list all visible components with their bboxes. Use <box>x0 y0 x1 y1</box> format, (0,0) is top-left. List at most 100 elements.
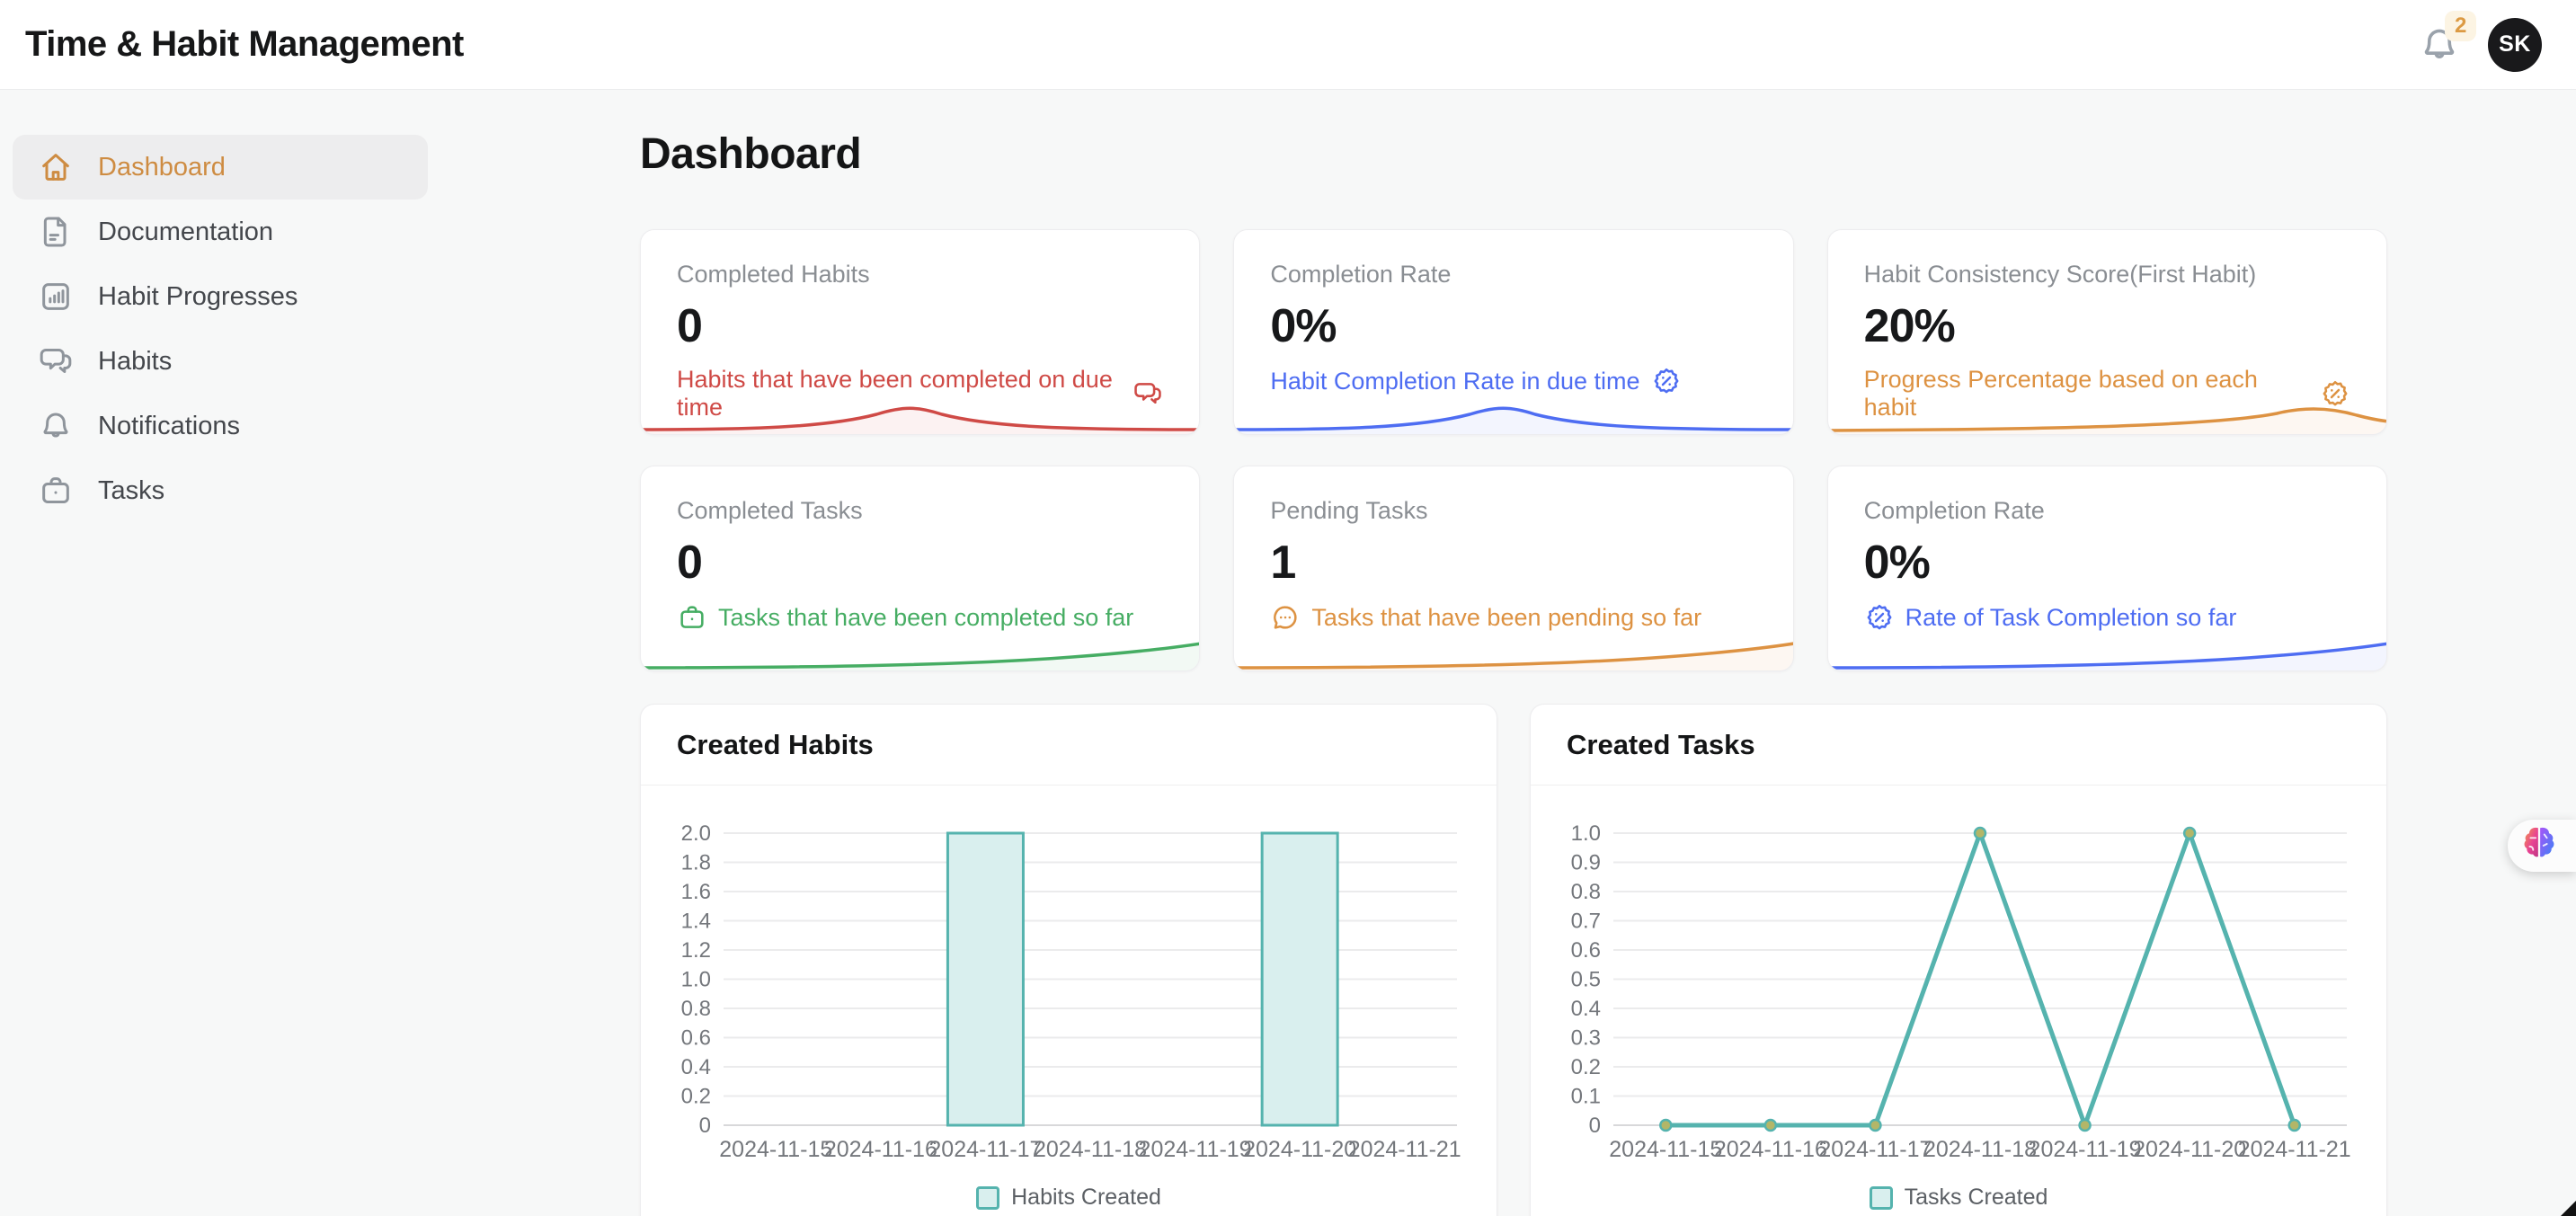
legend-label: Tasks Created <box>1904 1185 2048 1210</box>
stat-card-label: Pending Tasks <box>1270 497 1428 524</box>
stat-card-footnote: Habits that have been completed on due t… <box>677 366 1163 422</box>
sidebar-item-label: Dashboard <box>98 152 226 182</box>
stat-card-value: 1 <box>1270 537 1296 589</box>
sparkline <box>641 615 1200 670</box>
stat-card-value: 0% <box>1270 300 1337 352</box>
created-tasks-panel: Created Tasks 0 0.1 0.2 0.3 0.4 0.5 0.6 0.7 0.8 0… <box>1530 704 2387 1216</box>
habits-bar-chart[interactable]: 0 0.2 0.4 0.6 0.8 1.0 1.2 1.4 1.6 1.8 2.0 2024-11-1… <box>641 786 1497 1181</box>
svg-text:0.6: 0.6 <box>1571 938 1601 963</box>
stat-card-habit-consistency-score-first-habit-: Habit Consistency Score(First Habit) 20%… <box>1826 229 2387 435</box>
svg-text:0.9: 0.9 <box>1571 851 1601 875</box>
stat-card-label: Completed Habits <box>677 261 870 288</box>
chat-bubbles-icon <box>1133 378 1163 409</box>
chat-dots-icon <box>1270 602 1301 633</box>
stat-card-value: 20% <box>1863 300 1956 352</box>
sidebar-item-documentation[interactable]: Documentation <box>13 200 428 264</box>
chat-bubbles-icon <box>38 343 74 379</box>
svg-text:1.4: 1.4 <box>681 910 711 934</box>
svg-text:0.2: 0.2 <box>681 1085 711 1109</box>
svg-text:0.1: 0.1 <box>1571 1085 1601 1109</box>
bell-icon <box>2418 29 2461 70</box>
svg-text:0.2: 0.2 <box>1571 1055 1601 1079</box>
stat-card-completion-rate: Completion Rate 0% Habit Completion Rate… <box>1233 229 1794 435</box>
percent-badge-icon <box>2320 378 2350 409</box>
stat-card-description[interactable]: Habits that have been completed on due t… <box>677 366 1113 421</box>
charts-row: Created Habits 0 0.2 0.4 0.6 0.8 1.0 1.2 1.4 1.6… <box>640 704 2387 1216</box>
sidebar-item-label: Habits <box>98 346 173 376</box>
percent-badge-icon <box>1864 602 1895 633</box>
stat-card-footnote: Tasks that have been completed so far <box>677 602 1163 633</box>
stat-card-value: 0 <box>677 537 703 589</box>
svg-text:0.7: 0.7 <box>1571 910 1601 934</box>
stat-card-description[interactable]: Habit Completion Rate in due time <box>1270 367 1640 395</box>
sidebar-item-habit-progresses[interactable]: Habit Progresses <box>13 264 428 329</box>
stat-card-description[interactable]: Tasks that have been pending so far <box>1311 603 1702 631</box>
percent-badge-icon <box>1651 366 1682 396</box>
chart-legend[interactable]: Tasks Created <box>1531 1185 2386 1211</box>
panel-title: Created Habits <box>641 705 1497 786</box>
stat-card-pending-tasks: Pending Tasks 1 Tasks that have been pen… <box>1233 466 1794 671</box>
svg-text:0.8: 0.8 <box>681 997 711 1021</box>
svg-text:2024-11-19: 2024-11-19 <box>1139 1137 1252 1162</box>
svg-text:2024-11-17: 2024-11-17 <box>928 1137 1042 1162</box>
stat-card-completion-rate: Completion Rate 0% Rate of Task Completi… <box>1826 466 2387 671</box>
main-content: Dashboard Completed Habits 0 Habits that… <box>640 90 2387 1216</box>
header-actions: 2 SK <box>2418 10 2542 72</box>
svg-text:1.0: 1.0 <box>1571 821 1601 846</box>
stat-card-completed-tasks: Completed Tasks 0 Tasks that have been c… <box>640 466 1201 671</box>
briefcase-icon <box>677 602 707 633</box>
sidebar-item-notifications[interactable]: Notifications <box>13 394 428 458</box>
brain-icon <box>2518 823 2560 869</box>
sparkline <box>1827 615 2386 670</box>
stat-card-footnote: Rate of Task Completion so far <box>1864 602 2350 633</box>
tasks-line-chart[interactable]: 0 0.1 0.2 0.3 0.4 0.5 0.6 0.7 0.8 0.9 1.0 2024-11-1… <box>1531 786 2387 1181</box>
bar-chart-icon <box>38 279 74 315</box>
stat-card-label: Completion Rate <box>1270 261 1452 288</box>
notifications-button[interactable]: 2 <box>2418 10 2477 70</box>
app-title: Time & Habit Management <box>25 24 464 64</box>
svg-text:2024-11-18: 2024-11-18 <box>1923 1137 2037 1162</box>
stat-card-description[interactable]: Tasks that have been completed so far <box>718 603 1134 631</box>
svg-text:0.4: 0.4 <box>681 1055 711 1079</box>
stat-card-footnote: Tasks that have been pending so far <box>1270 602 1756 633</box>
sidebar-item-dashboard[interactable]: Dashboard <box>13 135 428 200</box>
svg-text:0.3: 0.3 <box>1571 1026 1601 1051</box>
legend-swatch-icon <box>976 1185 1000 1210</box>
assistant-extension-button[interactable] <box>2508 820 2576 872</box>
svg-text:2024-11-17: 2024-11-17 <box>1818 1137 1932 1162</box>
svg-text:0.8: 0.8 <box>1571 880 1601 904</box>
notification-count-badge: 2 <box>2445 10 2477 41</box>
sparkline <box>1234 615 1793 670</box>
stat-card-description[interactable]: Rate of Task Completion so far <box>1905 603 2237 631</box>
sparkline <box>1827 378 2386 434</box>
svg-text:2024-11-20: 2024-11-20 <box>2133 1137 2246 1162</box>
stat-card-footnote: Habit Completion Rate in due time <box>1270 366 1756 396</box>
stat-card-value: 0 <box>677 300 703 352</box>
stat-card-label: Completion Rate <box>1863 497 2045 524</box>
home-icon <box>38 149 74 185</box>
sidebar-item-tasks[interactable]: Tasks <box>13 458 428 523</box>
svg-text:1.8: 1.8 <box>681 851 711 875</box>
svg-text:2.0: 2.0 <box>681 821 711 846</box>
svg-text:2024-11-21: 2024-11-21 <box>2238 1137 2351 1162</box>
svg-text:2024-11-18: 2024-11-18 <box>1034 1137 1147 1162</box>
svg-text:1.6: 1.6 <box>681 880 711 904</box>
svg-text:2024-11-15: 2024-11-15 <box>719 1137 832 1162</box>
sidebar-item-habits[interactable]: Habits <box>13 329 428 394</box>
sidebar-item-label: Tasks <box>98 475 165 505</box>
svg-text:2024-11-19: 2024-11-19 <box>2029 1137 2142 1162</box>
svg-text:2024-11-20: 2024-11-20 <box>1243 1137 1356 1162</box>
svg-text:0: 0 <box>1589 1114 1601 1138</box>
bell-icon <box>38 408 74 444</box>
svg-text:0.5: 0.5 <box>1571 968 1601 992</box>
chart-legend[interactable]: Habits Created <box>641 1185 1497 1211</box>
svg-text:2024-11-16: 2024-11-16 <box>1714 1137 1827 1162</box>
stat-card-description[interactable]: Progress Percentage based on each habit <box>1863 366 2258 421</box>
avatar[interactable]: SK <box>2488 17 2542 72</box>
legend-swatch-icon <box>1869 1185 1893 1210</box>
stat-card-completed-habits: Completed Habits 0 Habits that have been… <box>640 229 1201 435</box>
svg-text:2024-11-21: 2024-11-21 <box>1348 1137 1461 1162</box>
document-icon <box>38 214 74 250</box>
top-header: Time & Habit Management 2 SK <box>0 0 2576 90</box>
stat-cards-grid: Completed Habits 0 Habits that have been… <box>640 229 2387 671</box>
